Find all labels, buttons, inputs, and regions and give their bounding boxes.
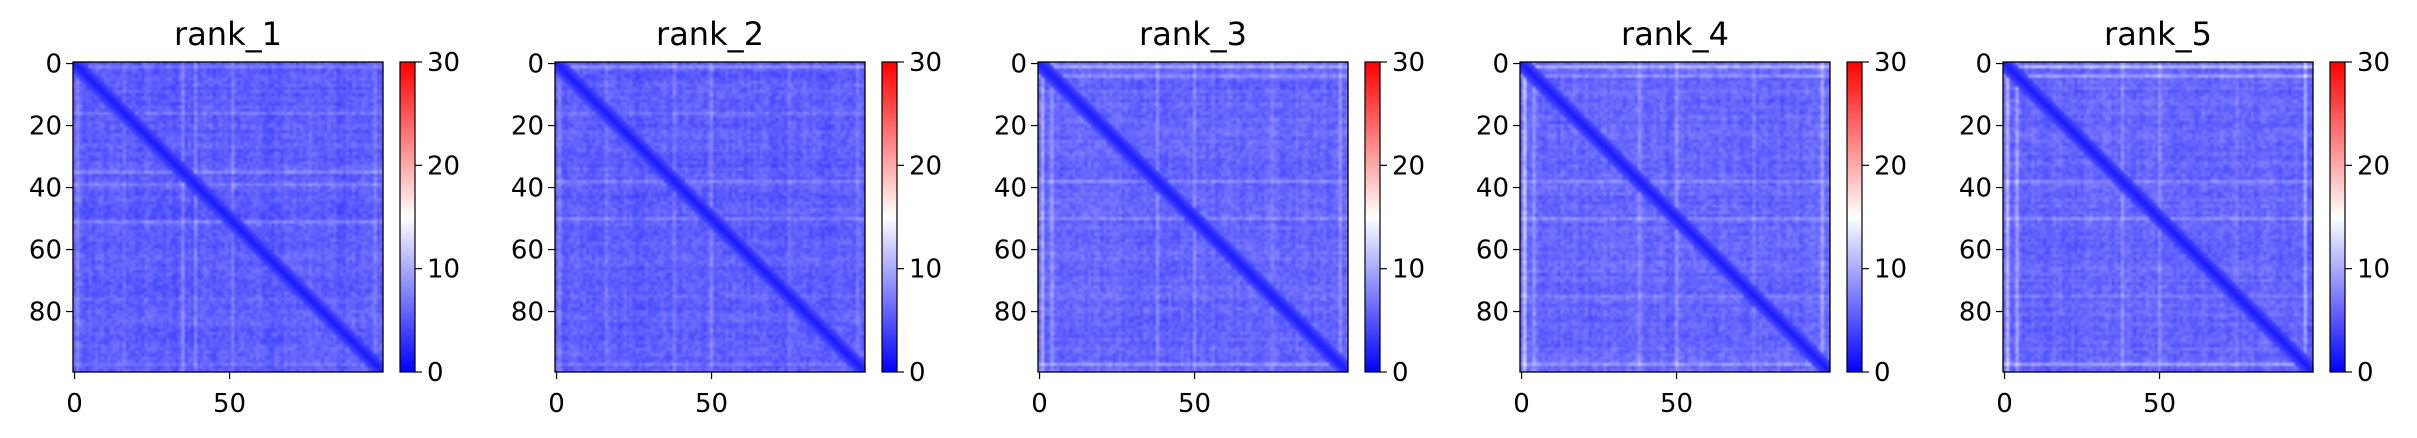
colorbar	[1847, 62, 1862, 372]
y-tick-label: 20	[511, 112, 544, 142]
heatmap-image	[555, 62, 865, 372]
colorbar	[400, 62, 415, 372]
axes-frame	[554, 61, 866, 373]
colorbar-tick-label: 0	[427, 358, 444, 388]
colorbar-tick-label: 20	[2357, 151, 2390, 181]
panel-title: rank_4	[1621, 15, 1729, 53]
colorbar-tick-label: 10	[2357, 255, 2390, 285]
x-tick-label: 50	[695, 389, 728, 419]
colorbar	[1365, 62, 1380, 372]
y-tick-label: 0	[1975, 50, 1992, 80]
colorbar-frame	[881, 61, 898, 373]
colorbar-tick-label: 20	[1392, 151, 1425, 181]
heatmap-panel-3: rank_3 0 50 0 20 40 60 80 0 10 20 30	[994, 15, 1425, 419]
colorbar-tick-label: 30	[1392, 48, 1425, 78]
y-tick-label: 80	[1476, 298, 1509, 328]
y-tick-label: 40	[994, 174, 1027, 204]
colorbar-tick-label: 0	[1392, 358, 1409, 388]
y-tick-label: 60	[511, 236, 544, 266]
y-tick-label: 0	[527, 50, 544, 80]
colorbar-tick-label: 0	[1874, 358, 1891, 388]
colorbar-tick-label: 0	[909, 358, 926, 388]
y-tick-label: 20	[29, 112, 62, 142]
x-tick-label: 0	[1031, 389, 1048, 419]
panel-title: rank_5	[2104, 15, 2212, 53]
heatmap-panel-1: rank_1 0 50 0 20 40 60 80 0 10 20 30	[29, 15, 460, 419]
panel-title: rank_2	[656, 15, 764, 53]
y-tick-label: 80	[29, 298, 62, 328]
panel-title: rank_1	[174, 15, 282, 53]
heatmap-image	[1038, 62, 1348, 372]
x-tick-label: 50	[2143, 389, 2176, 419]
x-tick-label: 0	[1996, 389, 2013, 419]
colorbar-tick-label: 10	[1392, 255, 1425, 285]
y-tick-label: 80	[511, 298, 544, 328]
panel-title: rank_3	[1139, 15, 1247, 53]
heatmap-panel-4: rank_4 0 50 0 20 40 60 80 0 10 20 30	[1476, 15, 1907, 419]
axes-frame	[72, 61, 384, 373]
y-tick-label: 20	[1476, 112, 1509, 142]
x-tick-label: 50	[1178, 389, 1211, 419]
axes-frame	[1037, 61, 1349, 373]
colorbar-tick-label: 0	[2357, 358, 2374, 388]
colorbar-tick-label: 10	[909, 255, 942, 285]
colorbar-tick-label: 30	[427, 48, 460, 78]
heatmap-image	[1520, 62, 1830, 372]
colorbar-frame	[2329, 61, 2346, 373]
heatmap-panel-5: rank_5 0 50 0 20 40 60 80 0 10 20 30	[1959, 15, 2390, 419]
y-tick-label: 0	[45, 50, 62, 80]
colorbar-frame	[1846, 61, 1863, 373]
y-tick-label: 80	[994, 298, 1027, 328]
x-tick-label: 50	[1660, 389, 1693, 419]
y-tick-label: 0	[1492, 50, 1509, 80]
colorbar	[882, 62, 897, 372]
x-tick-label: 50	[213, 389, 246, 419]
colorbar-tick-label: 20	[909, 151, 942, 181]
y-tick-label: 80	[1959, 298, 1992, 328]
colorbar-frame	[1364, 61, 1381, 373]
heatmap-image	[2003, 62, 2313, 372]
x-tick-label: 0	[548, 389, 565, 419]
axes-frame	[2002, 61, 2314, 373]
colorbar-tick-label: 20	[1874, 151, 1907, 181]
y-tick-label: 60	[1476, 236, 1509, 266]
colorbar	[2330, 62, 2345, 372]
y-tick-label: 40	[1959, 174, 1992, 204]
colorbar-tick-label: 30	[2357, 48, 2390, 78]
colorbar-frame	[399, 61, 416, 373]
y-tick-label: 20	[994, 112, 1027, 142]
axes-frame	[1519, 61, 1831, 373]
y-tick-label: 60	[1959, 236, 1992, 266]
y-tick-label: 40	[1476, 174, 1509, 204]
colorbar-tick-label: 10	[1874, 255, 1907, 285]
y-tick-label: 20	[1959, 112, 1992, 142]
colorbar-tick-label: 30	[1874, 48, 1907, 78]
y-tick-label: 40	[29, 174, 62, 204]
x-tick-label: 0	[66, 389, 83, 419]
heatmap-panel-2: rank_2 0 50 0 20 40 60 80 0 10 20 30	[511, 15, 942, 419]
colorbar-tick-label: 30	[909, 48, 942, 78]
colorbar-tick-label: 20	[427, 151, 460, 181]
colorbar-tick-label: 10	[427, 255, 460, 285]
y-tick-label: 40	[511, 174, 544, 204]
y-tick-label: 0	[1010, 50, 1027, 80]
y-tick-label: 60	[29, 236, 62, 266]
x-tick-label: 0	[1513, 389, 1530, 419]
heatmap-image	[73, 62, 383, 372]
y-tick-label: 60	[994, 236, 1027, 266]
